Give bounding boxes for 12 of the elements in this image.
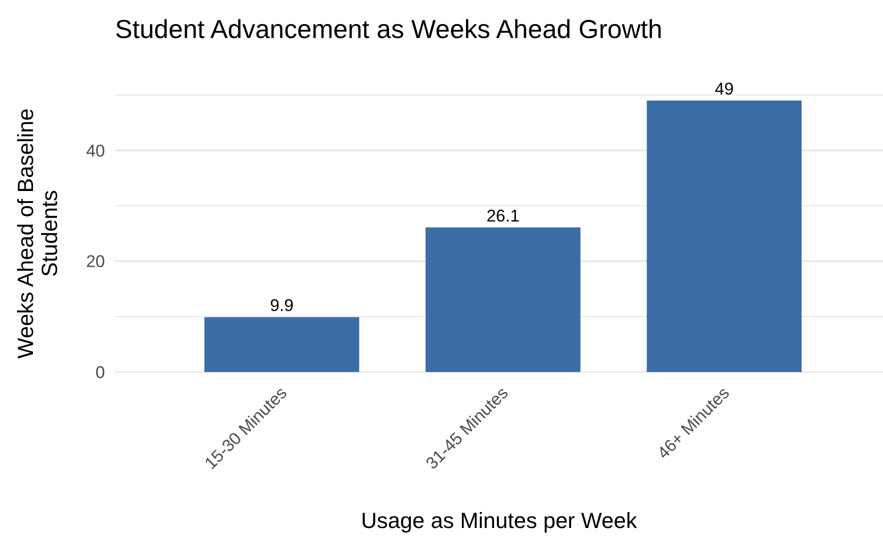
y-tick-label: 0	[96, 362, 105, 382]
chart-title: Student Advancement as Weeks Ahead Growth	[115, 14, 662, 44]
y-axis-title: Weeks Ahead of Baseline Students	[13, 108, 62, 359]
y-tick-label: 40	[86, 141, 105, 160]
bar	[204, 317, 360, 372]
x-axis-title: Usage as Minutes per Week	[361, 508, 638, 533]
bar	[646, 100, 802, 372]
data-label: 26.1	[486, 206, 520, 226]
data-label: 49	[714, 80, 734, 99]
data-label: 9.9	[270, 296, 294, 316]
y-tick-label: 20	[86, 252, 105, 272]
bar	[426, 227, 580, 372]
